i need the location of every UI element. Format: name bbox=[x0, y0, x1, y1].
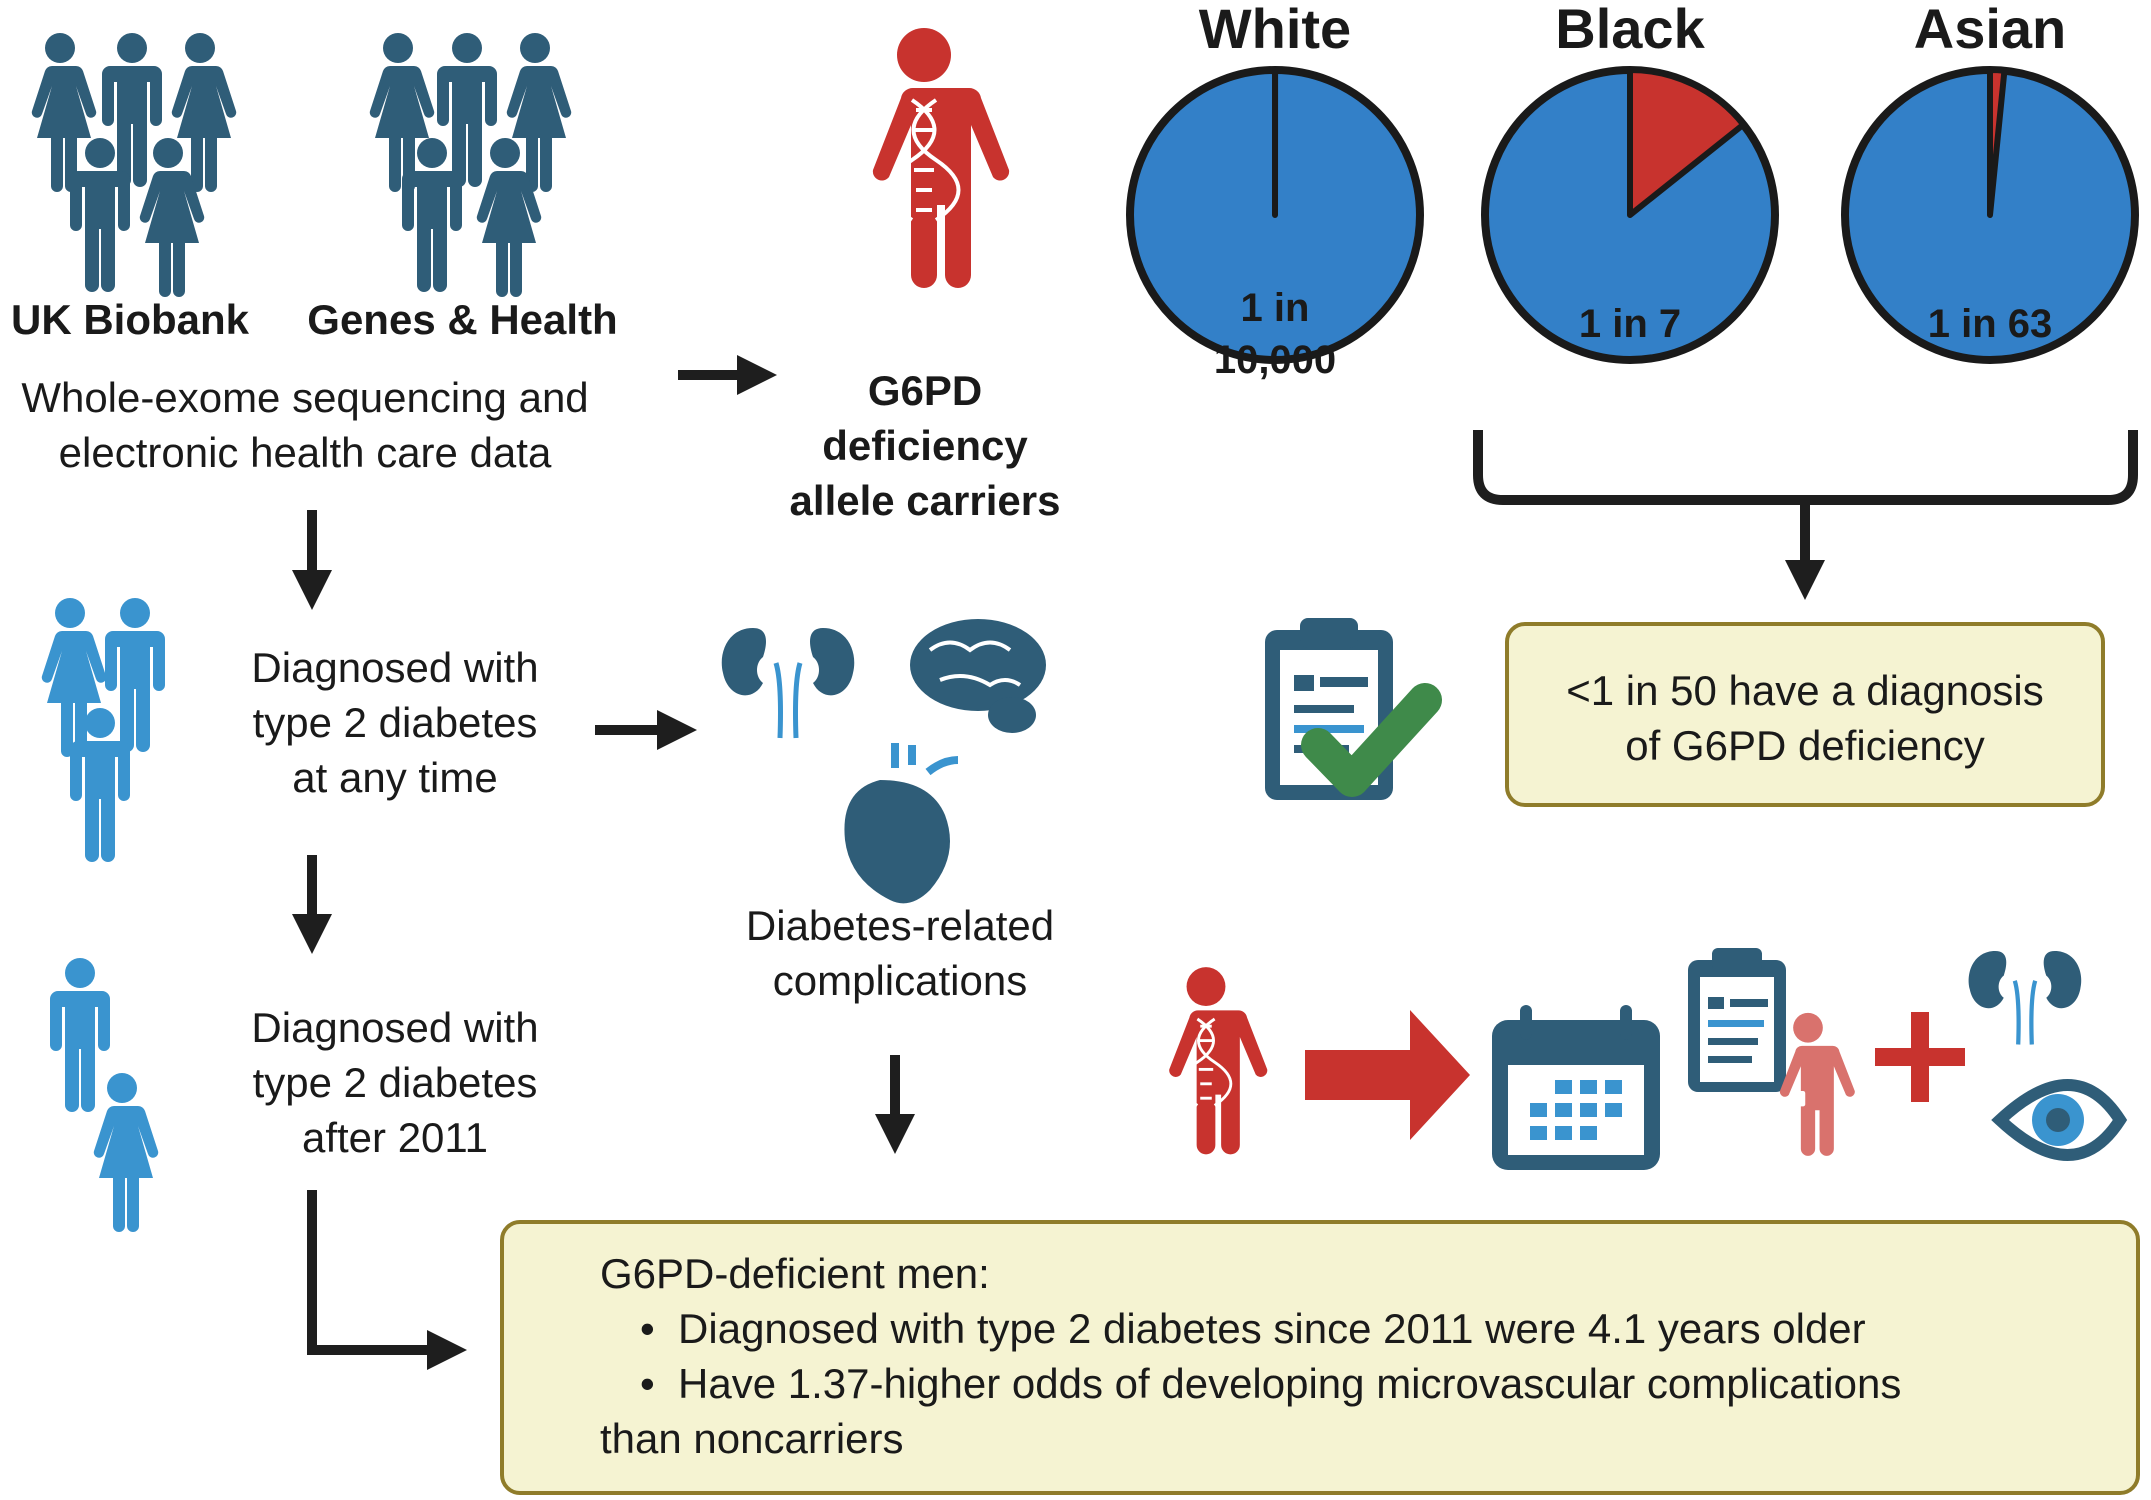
eye-icon bbox=[1991, 1079, 2128, 1161]
uk-biobank-label: UK Biobank bbox=[10, 296, 249, 343]
result-heading: G6PD-deficient men: bbox=[600, 1250, 990, 1297]
monitored-person-icon bbox=[1779, 1012, 1855, 1156]
result-bullet-2-text: Have 1.37-higher odds of developing micr… bbox=[678, 1360, 1902, 1407]
t2d-after-people-icon bbox=[50, 958, 159, 1232]
result-box: G6PD-deficient men: • Diagnosed with typ… bbox=[500, 1220, 2140, 1495]
heart-icon bbox=[844, 743, 959, 904]
pie-slice-asian bbox=[1987, 67, 2008, 218]
complications-line-1: Diabetes-related bbox=[745, 902, 1055, 949]
pie-title-black: Black bbox=[1555, 0, 1705, 60]
clipboard-check-icon bbox=[1265, 618, 1442, 800]
pie-label-white-2: 10,000 bbox=[1213, 338, 1337, 382]
result-bullet-1-text: Diagnosed with type 2 diabetes since 201… bbox=[678, 1305, 1866, 1352]
calendar-icon bbox=[1492, 1005, 1660, 1170]
genes-health-label: Genes & Health bbox=[307, 296, 618, 343]
result-bullet-1: • Diagnosed with type 2 diabetes since 2… bbox=[640, 1301, 1866, 1356]
kidney-icon bbox=[1968, 951, 2082, 1045]
data-source-line-1: Whole-exome sequencing and bbox=[21, 374, 589, 421]
dna-person-icon bbox=[872, 28, 1010, 288]
t2d-any-people-icon bbox=[41, 598, 165, 862]
pie-title-asian: Asian bbox=[1913, 0, 2067, 60]
pie-label-white-1: 1 in bbox=[1240, 286, 1310, 330]
prevalence-pies bbox=[1126, 66, 2139, 364]
pie-title-white: White bbox=[1198, 0, 1352, 60]
diagnosis-line-2: of G6PD deficiency bbox=[1625, 722, 1985, 769]
result-bullet-2-continued: than noncarriers bbox=[600, 1415, 904, 1462]
bullet-icon: • bbox=[640, 1305, 679, 1352]
bracket-icon bbox=[1473, 430, 2138, 505]
t2d-any-line-2: type 2 diabetes bbox=[252, 699, 538, 746]
carriers-line-1: G6PD bbox=[867, 367, 983, 414]
t2d-after-line-1: Diagnosed with bbox=[251, 1004, 539, 1051]
pie-slice-black bbox=[1627, 67, 1747, 218]
diagnosis-box: <1 in 50 have a diagnosis of G6PD defici… bbox=[1505, 622, 2105, 807]
kidney-icon bbox=[721, 628, 855, 739]
uk-biobank-people-icon bbox=[31, 33, 237, 297]
t2d-after-line-2: type 2 diabetes bbox=[252, 1059, 538, 1106]
brain-icon bbox=[910, 619, 1046, 733]
diagnosis-line-1: <1 in 50 have a diagnosis bbox=[1566, 667, 2044, 714]
genes-health-people-icon bbox=[369, 33, 572, 297]
plus-icon bbox=[1875, 1012, 1965, 1102]
red-arrow-icon bbox=[1305, 1010, 1470, 1140]
carriers-line-2: deficiency bbox=[822, 422, 1028, 469]
arrow-icon bbox=[307, 1190, 467, 1370]
pie-label-black: 1 in 7 bbox=[1578, 302, 1682, 346]
result-bullet-2: • Have 1.37-higher odds of developing mi… bbox=[640, 1356, 1901, 1411]
complications-line-2: complications bbox=[772, 957, 1028, 1004]
clipboard-icon bbox=[1688, 948, 1786, 1092]
pie-label-asian: 1 in 63 bbox=[1927, 302, 2053, 346]
t2d-any-line-1: Diagnosed with bbox=[251, 644, 539, 691]
dna-person-small-icon bbox=[1169, 967, 1268, 1155]
t2d-after-line-3: after 2011 bbox=[301, 1114, 489, 1161]
bullet-icon: • bbox=[640, 1360, 679, 1407]
carriers-line-3: allele carriers bbox=[789, 477, 1061, 524]
t2d-any-line-3: at any time bbox=[292, 754, 498, 801]
data-source-line-2: electronic health care data bbox=[58, 429, 552, 476]
